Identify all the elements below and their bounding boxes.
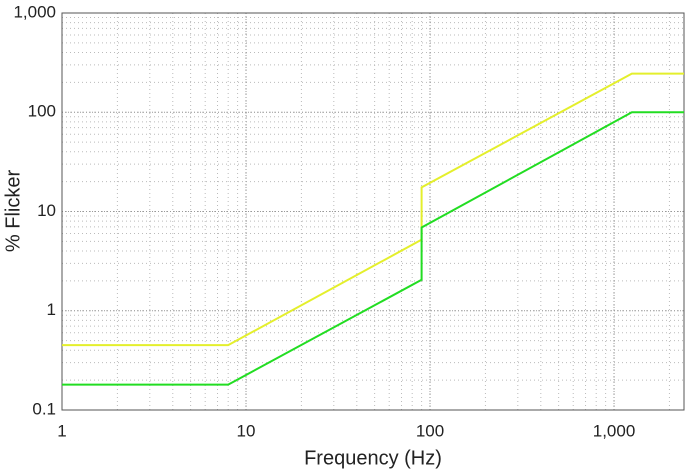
y-tick-label: 0.1: [32, 399, 56, 418]
y-tick-label: 100: [28, 102, 56, 121]
x-tick-label: 10: [237, 421, 256, 440]
y-tick-label: 1,000: [13, 2, 56, 21]
x-tick-label: 100: [416, 421, 444, 440]
series-line: [62, 72, 684, 347]
x-tick-label: 1,000: [593, 421, 636, 440]
y-tick-label: 10: [37, 201, 56, 220]
y-axis-label: % Flicker: [2, 170, 24, 253]
x-tick-label: 1: [57, 421, 66, 440]
plot-frame: [61, 12, 685, 411]
x-axis-label: Frequency (Hz): [304, 447, 442, 469]
series-line: [62, 111, 684, 386]
y-tick-label: 1: [47, 300, 56, 319]
